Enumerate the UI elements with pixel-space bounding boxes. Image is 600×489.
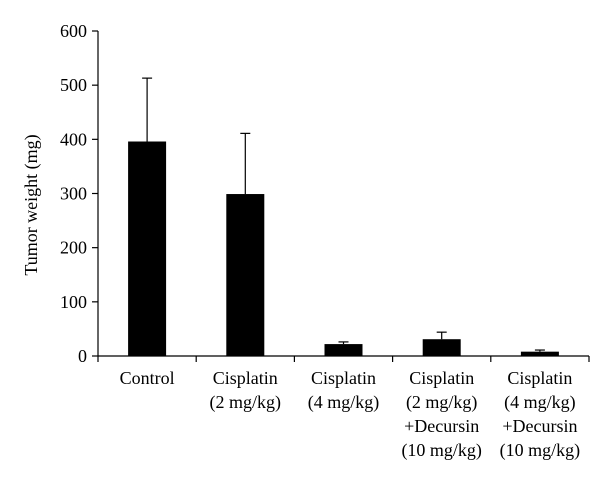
y-tick-label: 300 [60,184,87,204]
x-category-label: +Decursin [502,416,577,436]
x-category-label: (2 mg/kg) [406,392,478,413]
y-axis-title: Tumor weight (mg) [21,134,42,275]
x-category-label: Cisplatin [409,368,474,388]
x-category-label: (4 mg/kg) [504,392,576,413]
plot-area: 0 100 200 300 400 500 600 Control Cisplatin (2 mg… [60,21,590,461]
bar [520,351,559,356]
bar [422,339,461,356]
x-category-label: Cisplatin [311,368,376,388]
x-category-label: (10 mg/kg) [500,440,581,461]
bar [128,141,167,356]
y-tick-label: 400 [60,129,87,149]
y-tick-label: 0 [78,346,87,366]
bar [226,194,265,356]
x-category-label: (4 mg/kg) [308,392,380,413]
x-category-label: +Decursin [404,416,479,436]
y-tick-label: 100 [60,292,87,312]
x-category-label: Control [120,368,175,388]
y-tick-label: 500 [60,75,87,95]
x-category-label: (10 mg/kg) [401,440,482,461]
y-tick-label: 200 [60,238,87,258]
x-category-label: Cisplatin [213,368,278,388]
x-category-label: (2 mg/kg) [210,392,282,413]
y-tick-label: 600 [60,21,87,41]
bar [324,344,363,356]
x-category-label: Cisplatin [507,368,572,388]
